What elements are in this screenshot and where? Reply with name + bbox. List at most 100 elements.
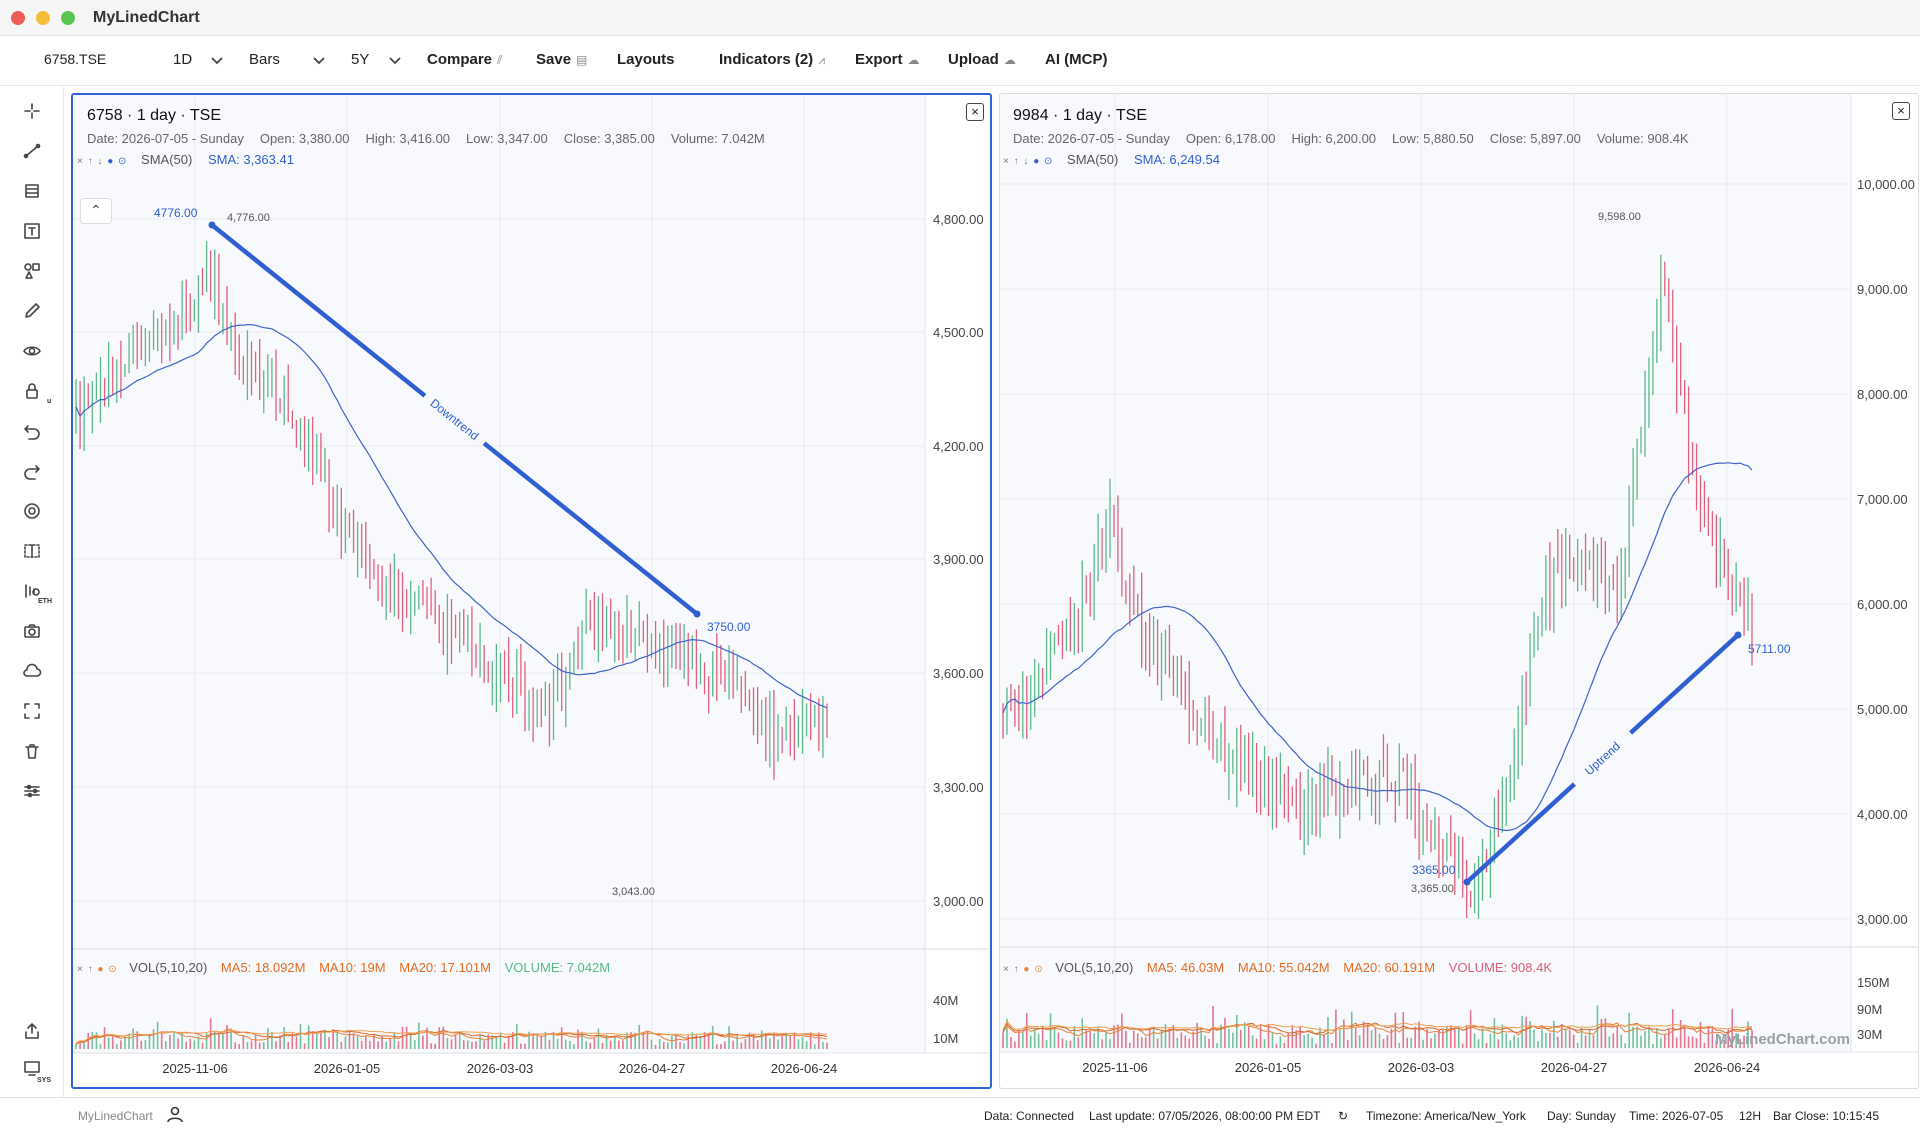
date-axis-label: 2025-11-06: [162, 1061, 228, 1076]
minimize-window-button[interactable]: [36, 11, 50, 25]
compare-icon: ⫽: [497, 53, 503, 67]
ohlc-date: Date: 2026-07-05 - Sunday: [87, 131, 244, 146]
indicators-label: Indicators (2): [719, 51, 814, 68]
volume-label: VOL(5,10,20): [129, 960, 208, 975]
ai-mcp-button[interactable]: AI (MCP): [1045, 51, 1108, 68]
close-window-button[interactable]: [11, 11, 25, 25]
trendline-handle: [693, 610, 701, 618]
share-icon[interactable]: [18, 1017, 46, 1045]
date-axis-label: 2026-06-24: [771, 1061, 838, 1076]
price-axis-label: 3,300.00: [933, 780, 984, 795]
trendline-icon[interactable]: [18, 137, 46, 165]
compare-icon[interactable]: [18, 537, 46, 565]
shapes-icon[interactable]: [18, 257, 46, 285]
fullscreen-icon[interactable]: [18, 697, 46, 725]
crosshair-icon[interactable]: [18, 97, 46, 125]
price-axis-label: 5,000.00: [1857, 702, 1908, 717]
export-button[interactable]: Export ☁: [855, 51, 920, 68]
price-axis-label: 4,200.00: [933, 439, 984, 454]
pane-title: 6758 · 1 day · TSE: [87, 107, 221, 124]
ohlc-high: High: 6,200.00: [1291, 131, 1377, 146]
price-axis-label: 3,000.00: [1857, 912, 1908, 927]
extended-hours-icon[interactable]: [18, 577, 46, 605]
date-axis-label: 2026-03-03: [467, 1061, 534, 1076]
volume-legend: × ↑ ● ⊙ VOL(5,10,20) MA5: 18.092M MA10: …: [77, 960, 610, 975]
trendline-handle: [1463, 878, 1471, 886]
pencil-icon[interactable]: [18, 297, 46, 325]
price-axis-label: 4,000.00: [1857, 807, 1908, 822]
clock-format-toggle[interactable]: 12H: [1739, 1109, 1762, 1123]
chart-pane-right[interactable]: 10,000.00 9,000.00 8,000.00 7,000.00 6,000.0…: [999, 93, 1919, 1089]
settings-icon[interactable]: [18, 497, 46, 525]
volume-axis-label: 30M: [1857, 1027, 1882, 1042]
system-monitor-icon[interactable]: [18, 1054, 46, 1082]
last-update: Last update: 07/05/2026, 08:00:00 PM EDT: [1089, 1109, 1321, 1123]
range-select[interactable]: 5Y: [351, 51, 370, 68]
sys-sub-label: SYS: [37, 1077, 52, 1084]
status-bar: MyLinedChart Data: Connected Last update…: [0, 1097, 1920, 1132]
eye-icon[interactable]: [18, 337, 46, 365]
trendline-handle: [1734, 631, 1742, 639]
compare-button[interactable]: Compare ⫽: [427, 51, 502, 68]
drawing-sidebar: u ETH SYS: [0, 87, 64, 1097]
upload-button[interactable]: Upload ☁: [948, 51, 1016, 68]
chevron-down-icon[interactable]: [388, 54, 402, 68]
lock-icon[interactable]: [18, 377, 46, 405]
redo-icon[interactable]: [18, 457, 46, 485]
pane-title: 9984 · 1 day · TSE: [1013, 107, 1147, 124]
price-axis-label: 4,800.00: [933, 212, 984, 227]
collapse-legend-button[interactable]: ⌃: [80, 198, 112, 224]
close-pane-button[interactable]: ×: [1892, 102, 1910, 120]
volume-legend-controls-icon[interactable]: × ↑ ● ⊙: [1003, 964, 1044, 975]
sma-line: [75, 323, 828, 709]
text-tool-icon[interactable]: [18, 217, 46, 245]
timezone[interactable]: Timezone: America/New_York: [1366, 1109, 1526, 1123]
sliders-icon[interactable]: [18, 777, 46, 805]
fib-icon[interactable]: [18, 177, 46, 205]
price-chart-left[interactable]: 4,800.00 4,500.00 4,200.00 3,900.00 3,600.00…: [73, 95, 990, 1087]
zoom-window-button[interactable]: [61, 11, 75, 25]
close-pane-button[interactable]: ×: [966, 103, 984, 121]
trendline-start-price: 4776.00: [154, 206, 198, 220]
camera-icon[interactable]: [18, 617, 46, 645]
date-axis-label: 2026-01-05: [1235, 1060, 1302, 1075]
watermark: MyLinedChart.com: [1715, 1031, 1850, 1048]
ma20-value: MA20: 60.191M: [1343, 960, 1436, 975]
date-axis-label: 2026-06-24: [1694, 1060, 1761, 1075]
chevron-down-icon[interactable]: [210, 54, 224, 68]
cloud-icon[interactable]: [18, 657, 46, 685]
chevron-down-icon[interactable]: [312, 54, 326, 68]
undo-icon[interactable]: [18, 417, 46, 445]
refresh-icon[interactable]: ↻: [1338, 1109, 1349, 1123]
ma5-value: MA5: 46.03M: [1146, 960, 1225, 975]
price-chart-right[interactable]: 10,000.00 9,000.00 8,000.00 7,000.00 6,000.0…: [1000, 94, 1918, 1088]
save-label: Save: [536, 51, 572, 68]
chart-pane-left[interactable]: 4,800.00 4,500.00 4,200.00 3,900.00 3,600.00…: [71, 93, 992, 1089]
legend-controls-icon[interactable]: × ↑ ↓ ● ⊙: [77, 156, 128, 167]
date-axis-label: 2026-04-27: [1541, 1060, 1608, 1075]
user-icon[interactable]: [165, 1104, 185, 1127]
volume-axis-label: 10M: [933, 1031, 958, 1046]
save-button[interactable]: Save ▤: [536, 51, 587, 68]
low-price-marker: 3,365.00: [1411, 883, 1454, 895]
plot-background: [73, 95, 925, 1053]
ohlc-close: Close: 3,385.00: [563, 131, 655, 146]
high-price-marker: 9,598.00: [1598, 211, 1641, 223]
trash-icon[interactable]: [18, 737, 46, 765]
trendline: [210, 223, 427, 398]
bar-close-countdown: Bar Close: 10:15:45: [1773, 1109, 1880, 1123]
ohlc-legend: Date: 2026-07-05 - Sunday Open: 3,380.00 H…: [87, 131, 781, 146]
ma10-value: MA10: 19M: [319, 960, 386, 975]
volume-legend-controls-icon[interactable]: × ↑ ● ⊙: [77, 964, 118, 975]
symbol-input[interactable]: 6758.TSE: [44, 51, 107, 67]
layouts-button[interactable]: Layouts: [617, 51, 675, 68]
legend-controls-icon[interactable]: × ↑ ↓ ● ⊙: [1003, 156, 1054, 167]
trendline-end-price: 3750.00: [707, 620, 751, 634]
price-axis-label: 6,000.00: [1857, 597, 1908, 612]
price-axis-label: 3,900.00: [933, 552, 984, 567]
interval-select[interactable]: 1D: [173, 51, 193, 68]
volume-label: VOL(5,10,20): [1055, 960, 1134, 975]
volume-legend: × ↑ ● ⊙ VOL(5,10,20) MA5: 46.03M MA10: 5…: [1003, 960, 1552, 975]
chart-type-select[interactable]: Bars: [249, 51, 280, 68]
indicators-button[interactable]: Indicators (2) ⩘: [719, 51, 825, 68]
